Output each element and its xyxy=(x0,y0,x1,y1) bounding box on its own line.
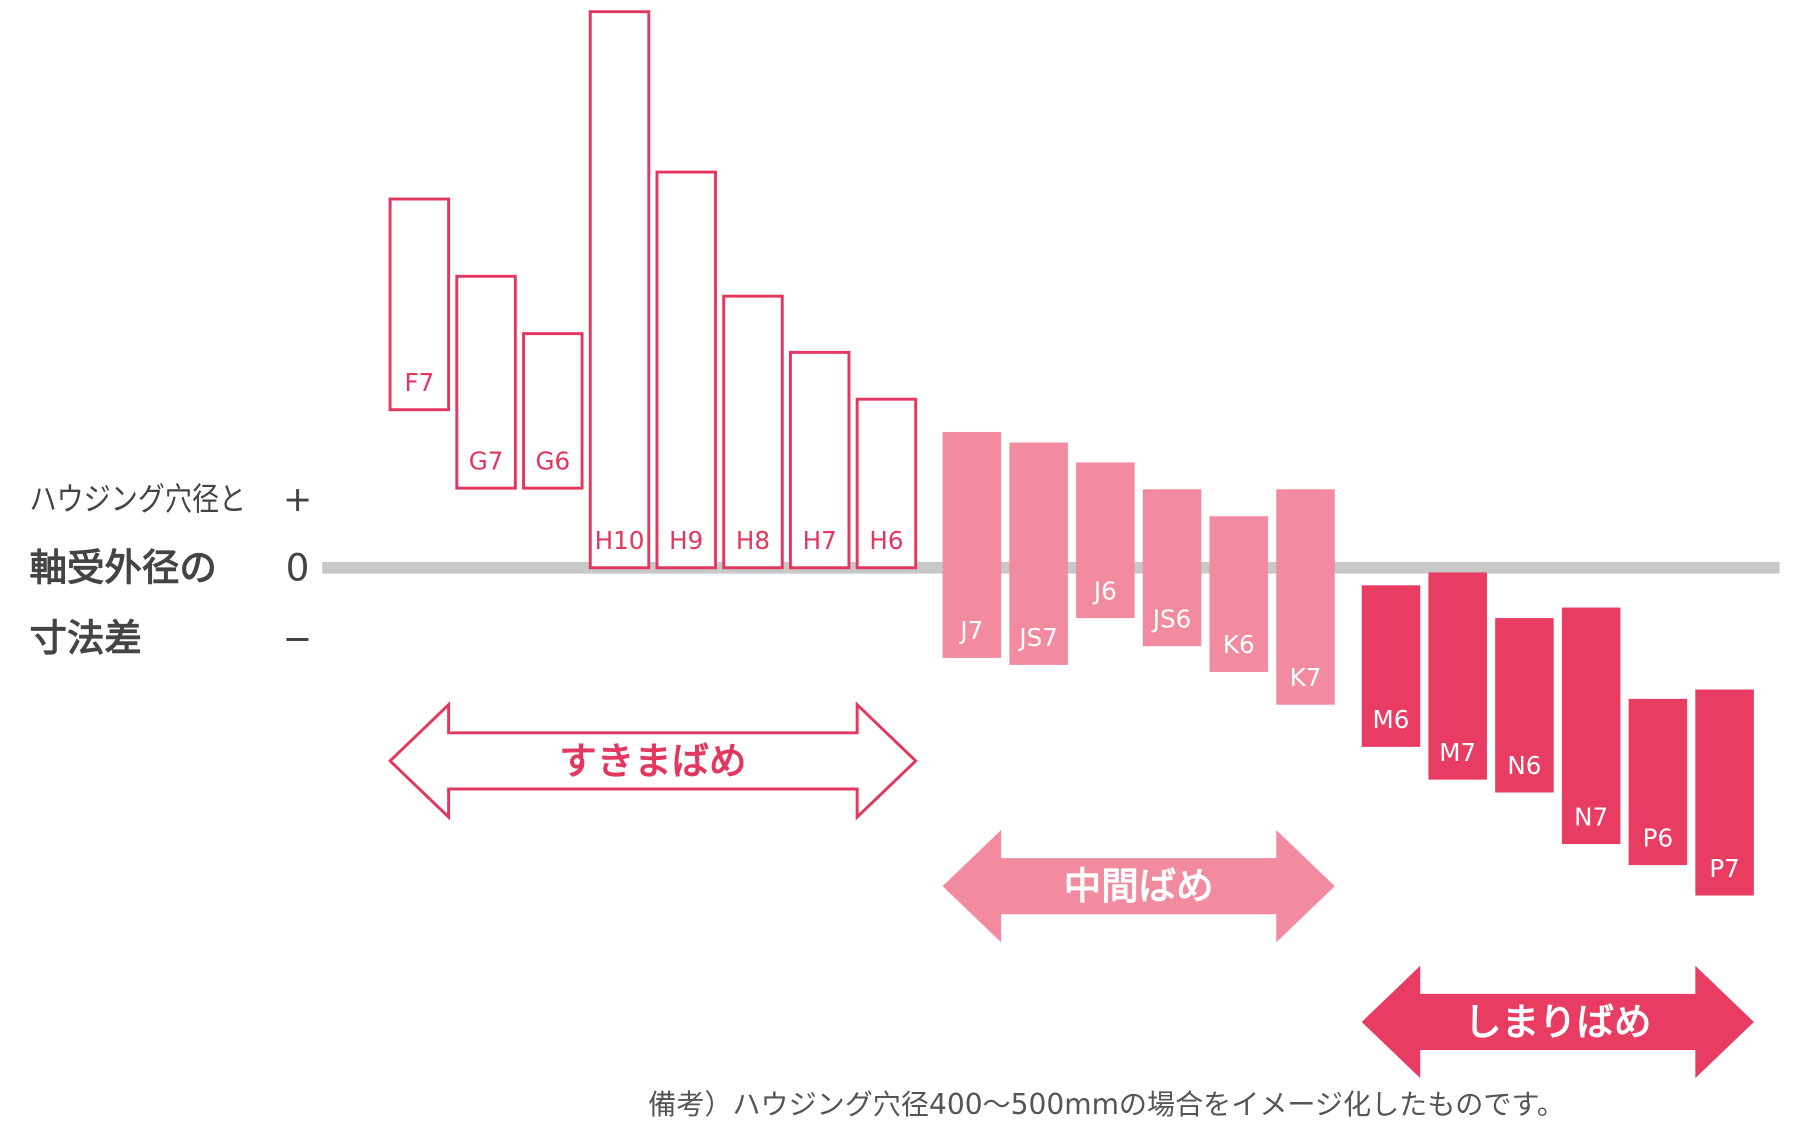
tolerance-bar xyxy=(855,397,918,570)
tolerance-bar xyxy=(722,294,784,570)
bar-label: P6 xyxy=(1643,823,1673,852)
bar-label: J6 xyxy=(1092,576,1117,605)
group-label: しまりばめ xyxy=(1464,1000,1651,1044)
tolerance-bar xyxy=(1695,689,1754,896)
tolerance-bar xyxy=(1361,585,1421,747)
axis-caption: ハウジング穴径と xyxy=(30,482,247,518)
bar-label: N7 xyxy=(1574,802,1608,831)
bar-label: JS6 xyxy=(1151,604,1192,633)
tolerance-bar xyxy=(1209,516,1269,672)
bar-label: K7 xyxy=(1290,663,1322,692)
tolerance-bar xyxy=(588,10,651,570)
tolerance-bar xyxy=(788,350,851,570)
bar-label: M6 xyxy=(1373,705,1410,734)
tolerance-bar xyxy=(522,332,584,490)
tolerance-bar xyxy=(942,431,1002,658)
tolerance-bar xyxy=(455,274,517,490)
tolerance-bar xyxy=(1628,698,1688,866)
bar-label: P7 xyxy=(1709,854,1739,883)
group-label: すきまばめ xyxy=(559,739,746,783)
axis-caption: 軸受外径の xyxy=(30,546,217,590)
bar-label: JS7 xyxy=(1017,623,1058,652)
tolerance-bar xyxy=(655,170,717,570)
axis-sign: + xyxy=(283,479,312,520)
range-arrow xyxy=(942,829,1335,943)
bar-label: H10 xyxy=(595,526,645,555)
tolerance-bar xyxy=(1142,489,1202,647)
tolerance-bar xyxy=(1495,618,1554,793)
bar-label: H8 xyxy=(736,526,770,555)
bar-label: K6 xyxy=(1223,630,1255,659)
bar-label: H6 xyxy=(869,526,903,555)
range-arrow xyxy=(387,701,918,821)
tolerance-bar xyxy=(1076,462,1135,619)
footnote: 備考）ハウジング穴径400〜500mmの場合をイメージ化したものです。 xyxy=(648,1088,1565,1121)
tolerance-bar xyxy=(1009,442,1068,665)
bar-label: J7 xyxy=(958,616,983,645)
tolerance-bar xyxy=(1276,489,1335,705)
bar-label: H9 xyxy=(669,526,703,555)
group-label: 中間ばめ xyxy=(1064,864,1214,908)
bar-label: M7 xyxy=(1439,738,1476,767)
tolerance-bar xyxy=(1561,607,1621,845)
bar-label: G7 xyxy=(469,446,504,475)
bar-label: F7 xyxy=(404,368,434,397)
bar-label: N6 xyxy=(1507,751,1541,780)
bar-label: H7 xyxy=(803,526,837,555)
axis-caption: 寸法差 xyxy=(30,616,142,660)
tolerance-bar xyxy=(1428,572,1487,780)
axis-sign: − xyxy=(283,618,312,659)
tolerance-bar xyxy=(388,197,451,412)
axis-sign: 0 xyxy=(286,546,310,590)
bar-label: G6 xyxy=(535,446,570,475)
